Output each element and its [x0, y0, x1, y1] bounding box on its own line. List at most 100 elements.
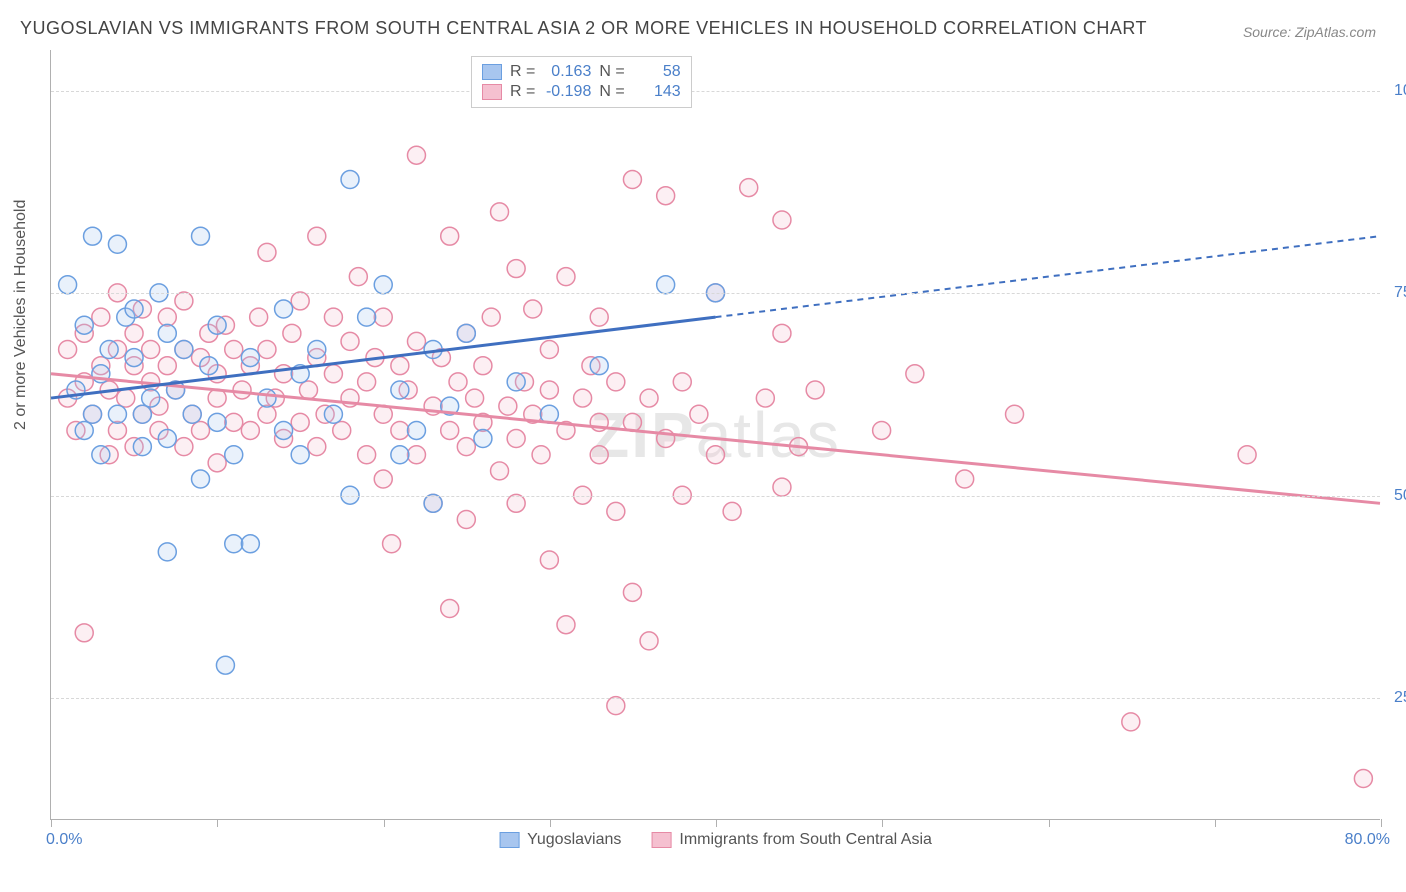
data-point: [358, 446, 376, 464]
x-tick: [716, 819, 717, 827]
data-point: [291, 292, 309, 310]
data-point: [208, 454, 226, 472]
data-point: [956, 470, 974, 488]
data-point: [275, 300, 293, 318]
data-point: [117, 389, 135, 407]
gridline: [51, 698, 1380, 699]
data-point: [640, 632, 658, 650]
data-point: [374, 470, 392, 488]
x-tick: [1215, 819, 1216, 827]
source-label: Source: ZipAtlas.com: [1243, 24, 1376, 40]
x-tick: [1381, 819, 1382, 827]
legend-label-1: Yugoslavians: [527, 831, 621, 849]
x-tick: [1049, 819, 1050, 827]
data-point: [482, 308, 500, 326]
data-point: [640, 389, 658, 407]
data-point: [84, 405, 102, 423]
data-point: [84, 227, 102, 245]
data-point: [133, 405, 151, 423]
data-point: [241, 535, 259, 553]
data-point: [374, 308, 392, 326]
r-value-1: 0.163: [543, 63, 591, 81]
data-point: [158, 430, 176, 448]
data-point: [333, 421, 351, 439]
data-point: [341, 171, 359, 189]
legend-swatch-pink: [651, 832, 671, 848]
data-point: [225, 446, 243, 464]
r-value-2: -0.198: [543, 83, 591, 101]
bottom-legend: Yugoslavians Immigrants from South Centr…: [499, 831, 932, 849]
data-point: [125, 349, 143, 367]
data-point: [574, 389, 592, 407]
data-point: [491, 203, 509, 221]
data-point: [407, 332, 425, 350]
data-point: [1122, 713, 1140, 731]
data-point: [773, 478, 791, 496]
stats-row-2: R = -0.198 N = 143: [482, 83, 681, 101]
data-point: [740, 179, 758, 197]
data-point: [391, 357, 409, 375]
data-point: [192, 227, 210, 245]
data-point: [192, 421, 210, 439]
x-tick: [384, 819, 385, 827]
data-point: [391, 421, 409, 439]
data-point: [125, 300, 143, 318]
gridline: [51, 293, 1380, 294]
data-point: [75, 316, 93, 334]
chart-title: YUGOSLAVIAN VS IMMIGRANTS FROM SOUTH CEN…: [20, 18, 1147, 39]
data-point: [291, 446, 309, 464]
data-point: [300, 381, 318, 399]
data-point: [590, 357, 608, 375]
data-point: [216, 656, 234, 674]
data-point: [374, 276, 392, 294]
swatch-blue: [482, 64, 502, 80]
n-value-1: 58: [633, 63, 681, 81]
gridline: [51, 496, 1380, 497]
data-point: [407, 446, 425, 464]
data-point: [507, 430, 525, 448]
data-point: [1354, 770, 1372, 788]
data-point: [108, 405, 126, 423]
data-point: [607, 373, 625, 391]
data-point: [383, 535, 401, 553]
data-point: [225, 535, 243, 553]
data-point: [1238, 446, 1256, 464]
data-point: [225, 341, 243, 359]
data-point: [723, 502, 741, 520]
data-point: [142, 341, 160, 359]
data-point: [507, 260, 525, 278]
data-point: [657, 187, 675, 205]
data-point: [1006, 405, 1024, 423]
data-point: [258, 405, 276, 423]
data-point: [258, 389, 276, 407]
data-point: [308, 341, 326, 359]
data-point: [607, 502, 625, 520]
data-point: [341, 332, 359, 350]
data-point: [125, 324, 143, 342]
data-point: [308, 438, 326, 456]
data-point: [192, 470, 210, 488]
chart-svg: [51, 50, 1380, 819]
n-label-2: N =: [599, 83, 624, 101]
data-point: [108, 235, 126, 253]
data-point: [466, 389, 484, 407]
legend-swatch-blue: [499, 832, 519, 848]
data-point: [142, 389, 160, 407]
x-tick: [550, 819, 551, 827]
data-point: [407, 421, 425, 439]
data-point: [250, 308, 268, 326]
data-point: [92, 446, 110, 464]
x-tick: [51, 819, 52, 827]
data-point: [75, 421, 93, 439]
data-point: [806, 381, 824, 399]
n-value-2: 143: [633, 83, 681, 101]
data-point: [457, 324, 475, 342]
data-point: [241, 421, 259, 439]
data-point: [59, 276, 77, 294]
data-point: [707, 446, 725, 464]
data-point: [457, 438, 475, 456]
data-point: [499, 397, 517, 415]
y-tick-label: 25.0%: [1390, 689, 1406, 707]
data-point: [441, 227, 459, 245]
data-point: [690, 405, 708, 423]
